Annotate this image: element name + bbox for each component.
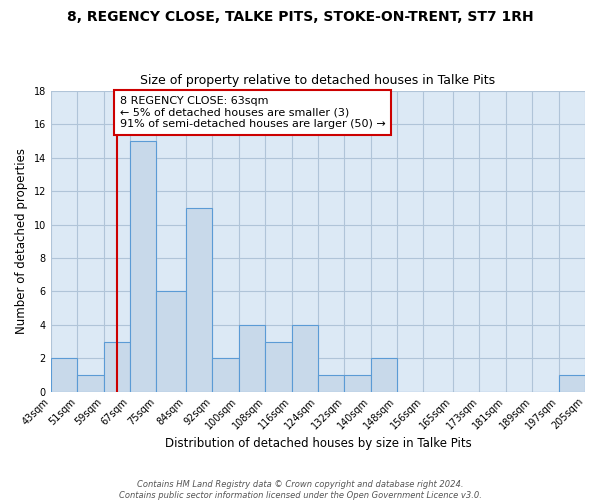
Bar [51, 358, 77, 392]
Y-axis label: Number of detached properties: Number of detached properties [15, 148, 28, 334]
Bar [212, 358, 239, 392]
Text: 8 REGENCY CLOSE: 63sqm
← 5% of detached houses are smaller (3)
91% of semi-detac: 8 REGENCY CLOSE: 63sqm ← 5% of detached … [120, 96, 386, 129]
Bar [559, 375, 585, 392]
Bar [239, 325, 265, 392]
Bar [157, 292, 186, 392]
Bar [186, 208, 212, 392]
Bar [77, 375, 104, 392]
Bar [371, 358, 397, 392]
Text: Contains HM Land Registry data © Crown copyright and database right 2024.
Contai: Contains HM Land Registry data © Crown c… [119, 480, 481, 500]
X-axis label: Distribution of detached houses by size in Talke Pits: Distribution of detached houses by size … [164, 437, 471, 450]
Title: Size of property relative to detached houses in Talke Pits: Size of property relative to detached ho… [140, 74, 496, 87]
Bar [292, 325, 318, 392]
Bar [130, 141, 157, 392]
Bar [265, 342, 292, 392]
Text: 8, REGENCY CLOSE, TALKE PITS, STOKE-ON-TRENT, ST7 1RH: 8, REGENCY CLOSE, TALKE PITS, STOKE-ON-T… [67, 10, 533, 24]
Bar [318, 375, 344, 392]
Bar [344, 375, 371, 392]
Bar [104, 342, 130, 392]
